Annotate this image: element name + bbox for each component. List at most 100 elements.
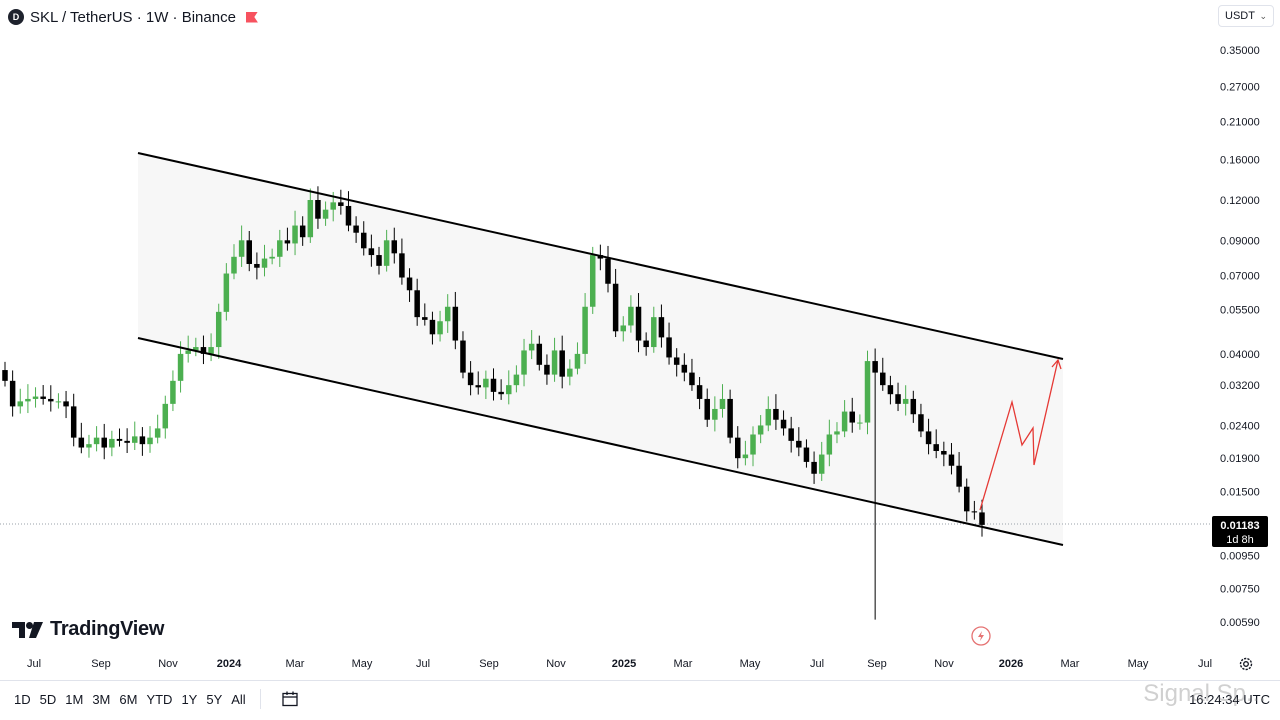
- candle[interactable]: [261, 244, 268, 277]
- candle[interactable]: [971, 500, 978, 520]
- tradingview-logo[interactable]: TradingView: [12, 618, 164, 641]
- candle[interactable]: [635, 293, 642, 353]
- channel-upper-trendline[interactable]: [137, 152, 1064, 360]
- candle[interactable]: [857, 414, 863, 430]
- candle[interactable]: [727, 389, 733, 444]
- candle[interactable]: [559, 335, 565, 389]
- candle[interactable]: [826, 419, 833, 467]
- candle[interactable]: [200, 335, 207, 365]
- candle[interactable]: [841, 400, 848, 438]
- candle[interactable]: [910, 390, 917, 423]
- candle[interactable]: [902, 385, 909, 416]
- candle[interactable]: [666, 322, 672, 365]
- candle[interactable]: [124, 428, 130, 453]
- candle[interactable]: [544, 354, 550, 385]
- range-6m[interactable]: 6M: [119, 691, 138, 707]
- candle[interactable]: [55, 393, 62, 409]
- range-ytd[interactable]: YTD: [146, 691, 173, 707]
- candle[interactable]: [177, 341, 184, 393]
- candle[interactable]: [429, 311, 436, 345]
- utc-clock[interactable]: 16:24:34 UTC: [1189, 691, 1270, 707]
- candle[interactable]: [162, 395, 169, 439]
- candle[interactable]: [498, 379, 504, 400]
- candle[interactable]: [605, 245, 611, 293]
- candle[interactable]: [963, 478, 970, 522]
- candle[interactable]: [712, 396, 718, 432]
- candle[interactable]: [17, 388, 24, 414]
- candle[interactable]: [551, 337, 558, 382]
- candle[interactable]: [521, 338, 527, 387]
- candle[interactable]: [475, 371, 481, 395]
- candle[interactable]: [750, 426, 756, 467]
- candle[interactable]: [811, 451, 817, 484]
- replay-icon[interactable]: [971, 626, 991, 646]
- candle[interactable]: [895, 382, 901, 412]
- candle[interactable]: [238, 225, 245, 267]
- candle[interactable]: [887, 375, 894, 405]
- candle[interactable]: [941, 441, 947, 467]
- candle[interactable]: [681, 353, 688, 382]
- candle[interactable]: [231, 244, 237, 280]
- candle[interactable]: [208, 333, 214, 362]
- candle[interactable]: [490, 368, 497, 401]
- candle[interactable]: [292, 210, 298, 256]
- candle[interactable]: [63, 390, 69, 419]
- candle[interactable]: [437, 310, 443, 342]
- candle[interactable]: [513, 365, 520, 393]
- range-all[interactable]: All: [231, 691, 246, 707]
- candle[interactable]: [9, 370, 16, 417]
- candle[interactable]: [536, 335, 543, 371]
- candle[interactable]: [399, 238, 405, 285]
- candle[interactable]: [139, 427, 146, 456]
- candle[interactable]: [643, 332, 649, 356]
- candle[interactable]: [918, 403, 924, 438]
- candle[interactable]: [506, 370, 512, 405]
- candle[interactable]: [444, 294, 451, 333]
- candle[interactable]: [109, 430, 115, 457]
- candle[interactable]: [742, 440, 749, 466]
- candle[interactable]: [788, 416, 794, 453]
- candle[interactable]: [880, 357, 886, 391]
- candle[interactable]: [422, 303, 428, 326]
- candle[interactable]: [48, 385, 54, 412]
- candle[interactable]: [483, 370, 489, 400]
- candle[interactable]: [689, 358, 695, 391]
- candle[interactable]: [277, 229, 283, 267]
- candle[interactable]: [757, 415, 764, 444]
- candle[interactable]: [620, 316, 627, 342]
- candle[interactable]: [78, 422, 85, 454]
- candle[interactable]: [979, 499, 985, 537]
- candle[interactable]: [582, 293, 588, 365]
- channel-lower-trendline[interactable]: [137, 337, 1064, 546]
- candle[interactable]: [299, 216, 306, 246]
- candle[interactable]: [345, 191, 352, 232]
- candle[interactable]: [956, 452, 962, 493]
- candle[interactable]: [528, 330, 535, 360]
- candle[interactable]: [360, 221, 367, 256]
- candle[interactable]: [25, 384, 31, 414]
- candle[interactable]: [32, 387, 39, 408]
- range-1d[interactable]: 1D: [14, 691, 31, 707]
- candle[interactable]: [696, 376, 703, 410]
- candle[interactable]: [368, 234, 375, 267]
- range-3m[interactable]: 3M: [92, 691, 111, 707]
- range-1m[interactable]: 1M: [65, 691, 84, 707]
- candle[interactable]: [872, 348, 878, 620]
- candle[interactable]: [658, 304, 665, 348]
- candle[interactable]: [925, 418, 932, 455]
- candle[interactable]: [574, 342, 581, 375]
- flag-icon[interactable]: [245, 11, 258, 23]
- candle[interactable]: [93, 426, 100, 452]
- candle[interactable]: [612, 268, 619, 338]
- candle[interactable]: [132, 421, 138, 451]
- candle[interactable]: [223, 263, 230, 321]
- candle[interactable]: [338, 189, 344, 215]
- range-5d[interactable]: 5D: [39, 691, 57, 707]
- candle[interactable]: [803, 439, 810, 468]
- candle[interactable]: [269, 248, 275, 265]
- candle[interactable]: [101, 423, 107, 460]
- candle[interactable]: [735, 426, 741, 469]
- candle[interactable]: [391, 227, 398, 264]
- candle[interactable]: [322, 201, 329, 226]
